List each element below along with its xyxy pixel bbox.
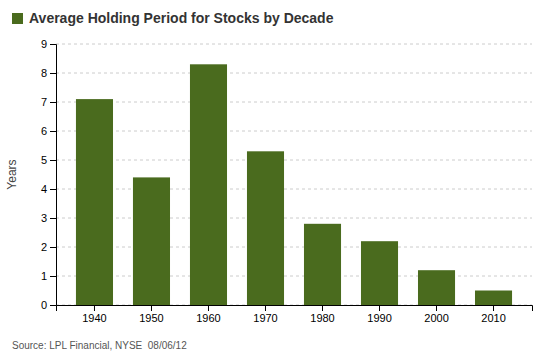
grid-line	[56, 102, 532, 103]
tick-mark	[322, 305, 323, 311]
tick-label: 9	[41, 38, 47, 50]
tick-label: 1990	[367, 312, 391, 324]
tick-mark	[50, 305, 56, 306]
bar	[475, 291, 512, 306]
tick: 3	[41, 212, 56, 224]
bar	[418, 270, 455, 305]
tick-mark	[50, 44, 56, 45]
tick-label: 5	[41, 154, 47, 166]
tick: 2	[41, 241, 56, 253]
annotation: Source: LPL Financial, NYSE 08/06/12	[12, 340, 187, 351]
tick: 1940	[82, 305, 106, 324]
tick: 1990	[367, 305, 391, 324]
tick: 5	[41, 154, 56, 166]
tick: 1	[41, 270, 56, 282]
bar	[133, 177, 170, 305]
tick-mark	[208, 305, 209, 311]
grid-line	[56, 276, 532, 277]
chart: 1940 1950 1960 1970 1980 1990 2000 2010 0 1 2 3 4 5 6 7…	[0, 0, 550, 357]
tick-mark	[50, 102, 56, 103]
tick-mark	[493, 305, 494, 311]
tick-label: 7	[41, 96, 47, 108]
title-square	[12, 13, 23, 24]
tick: 2010	[481, 305, 505, 324]
tick-mark	[379, 305, 380, 311]
tick: 1970	[253, 305, 277, 324]
tick-label: 1	[41, 270, 47, 282]
axis-line	[57, 306, 533, 312]
tick-label: 1980	[310, 312, 334, 324]
bar	[304, 224, 341, 305]
grid-line	[56, 218, 532, 219]
bar	[190, 64, 227, 305]
tick: 6	[41, 125, 56, 137]
tick-label: 1950	[139, 312, 163, 324]
tick-label: 2	[41, 241, 47, 253]
tick: 4	[41, 183, 56, 195]
tick-mark	[50, 218, 56, 219]
tick-label: 2010	[481, 312, 505, 324]
title-group: Average Holding Period for Stocks by Dec…	[12, 10, 334, 26]
y-axis: 0 1 2 3 4 5 6 7 8 9	[41, 38, 57, 311]
grid-line	[56, 189, 532, 190]
tick-label: 1970	[253, 312, 277, 324]
tick: 1950	[139, 305, 163, 324]
grid-line	[56, 73, 532, 74]
tick-mark	[151, 305, 152, 311]
tick: 0	[41, 299, 56, 311]
y-axis-title: Years	[5, 159, 19, 189]
tick-mark	[94, 305, 95, 311]
grid-line	[56, 131, 532, 132]
tick-mark	[50, 160, 56, 161]
tick-label: 6	[41, 125, 47, 137]
tick-mark	[50, 73, 56, 74]
tick-label: 3	[41, 212, 47, 224]
tick-mark	[50, 247, 56, 248]
tick: 9	[41, 38, 56, 50]
x-axis: 1940 1950 1960 1970 1980 1990 2000 2010	[57, 305, 533, 324]
grid-line	[56, 247, 532, 248]
tick-label: 1940	[82, 312, 106, 324]
tick-mark	[50, 276, 56, 277]
bar	[361, 241, 398, 305]
tick: 2000	[424, 305, 448, 324]
tick-mark	[265, 305, 266, 311]
tick-mark	[436, 305, 437, 311]
grid-line	[56, 44, 532, 45]
bar	[247, 151, 284, 305]
tick: 7	[41, 96, 56, 108]
title: Average Holding Period for Stocks by Dec…	[29, 10, 334, 26]
tick-label: 8	[41, 67, 47, 79]
tick: 8	[41, 67, 56, 79]
tick-mark	[50, 131, 56, 132]
plot: 1940 1950 1960 1970 1980 1990 2000 2010 0 1 2 3 4 5 6 7…	[41, 38, 533, 324]
axis-line	[50, 45, 57, 306]
bar	[76, 99, 113, 305]
tick: 1980	[310, 305, 334, 324]
tick-label: 1960	[196, 312, 220, 324]
tick: 1960	[196, 305, 220, 324]
grid	[56, 44, 532, 305]
tick-label: 0	[41, 299, 47, 311]
tick-label: 2000	[424, 312, 448, 324]
tick-label: 4	[41, 183, 47, 195]
tick-mark	[50, 189, 56, 190]
grid-line	[56, 160, 532, 161]
bars	[76, 64, 512, 305]
